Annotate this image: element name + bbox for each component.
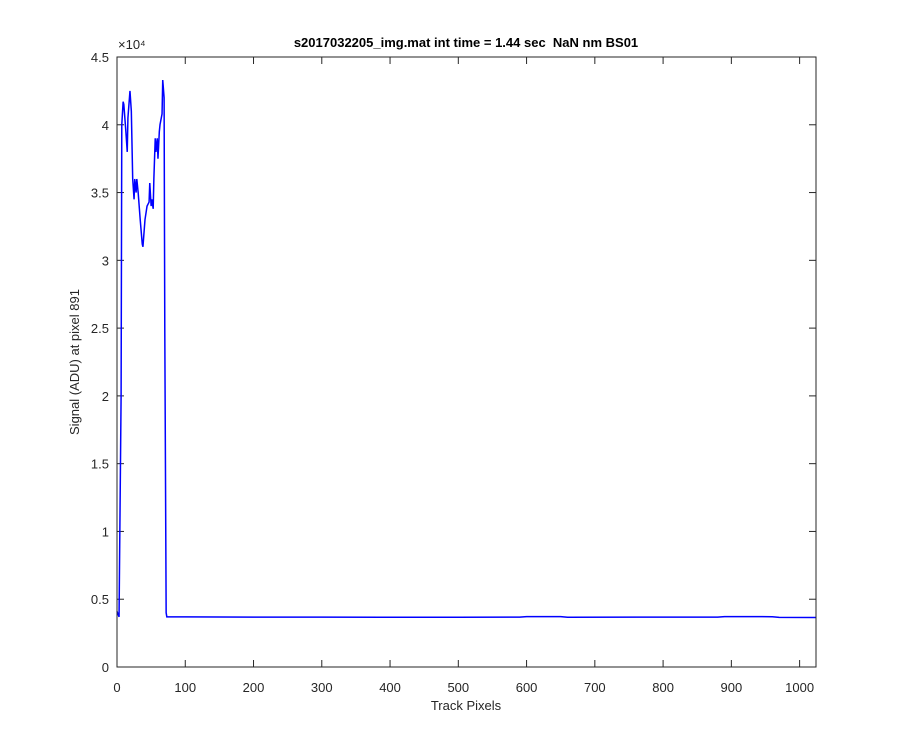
y-tick-label: 1: [102, 524, 109, 539]
y-tick-label: 2.5: [91, 321, 109, 336]
x-tick-label: 500: [447, 680, 469, 695]
y-tick-label: 1.5: [91, 457, 109, 472]
y-axis-label: Signal (ADU) at pixel 891: [67, 289, 82, 435]
y-exponent-label: ×10⁴: [118, 37, 146, 52]
x-tick-label: 200: [243, 680, 265, 695]
y-tick-label: 0: [102, 660, 109, 675]
x-tick-label: 400: [379, 680, 401, 695]
chart-title: s2017032205_img.mat int time = 1.44 sec …: [294, 35, 638, 50]
x-tick-label: 0: [113, 680, 120, 695]
y-tick-label: 0.5: [91, 592, 109, 607]
data-line: [116, 79, 817, 619]
x-tick-label: 800: [652, 680, 674, 695]
x-axis-label: Track Pixels: [431, 698, 502, 713]
x-tick-label: 1000: [785, 680, 814, 695]
y-tick-label: 3.5: [91, 186, 109, 201]
y-tick-label: 3: [102, 253, 109, 268]
x-tick-label: 700: [584, 680, 606, 695]
x-tick-label: 900: [721, 680, 743, 695]
y-tick-label: 4.5: [91, 50, 109, 65]
x-tick-label: 300: [311, 680, 333, 695]
x-tick-label: 600: [516, 680, 538, 695]
y-tick-label: 4: [102, 118, 109, 133]
x-tick-label: 100: [174, 680, 196, 695]
axes-box: [116, 56, 817, 668]
y-tick-label: 2: [102, 389, 109, 404]
